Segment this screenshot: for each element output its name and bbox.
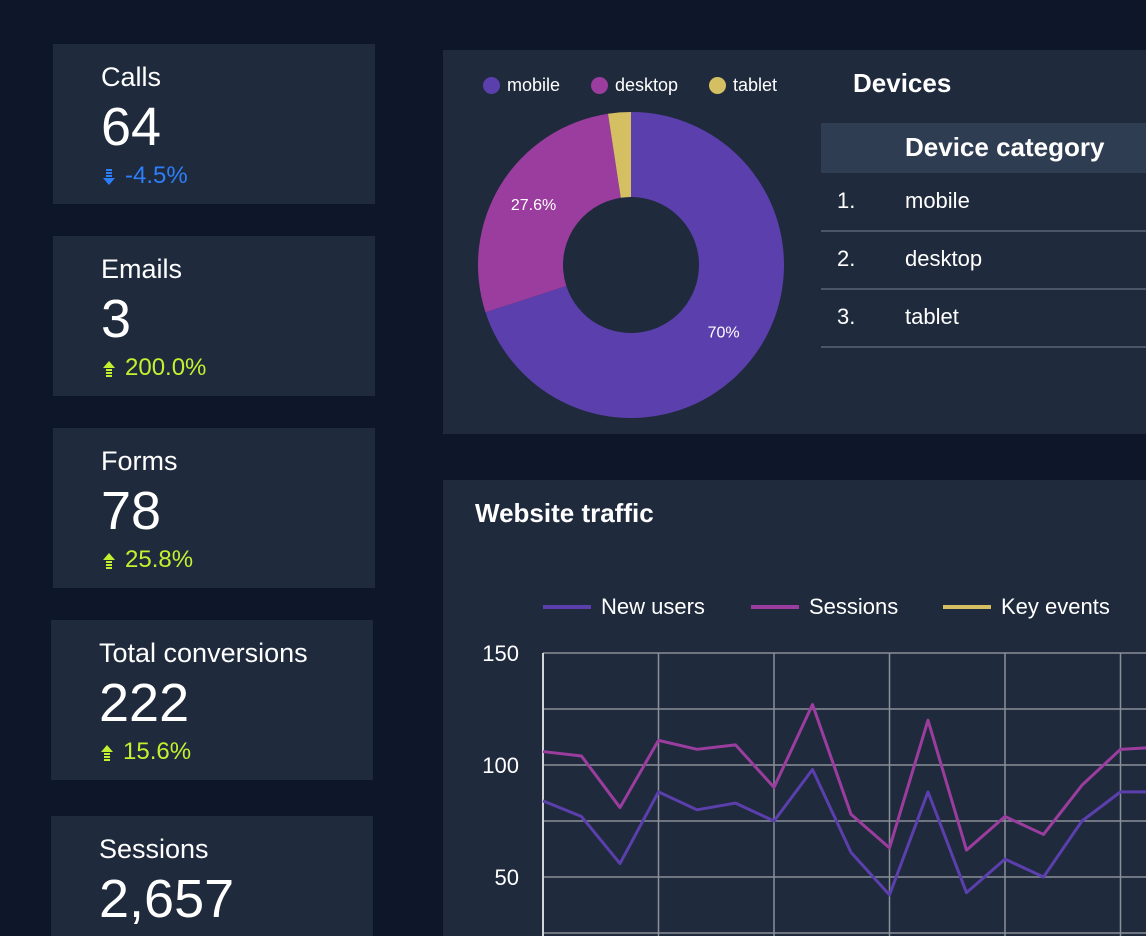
arrow-up-icon: [103, 360, 117, 377]
kpi-value: 3: [101, 289, 132, 349]
kpi-card-total-conversions: Total conversions 222 15.6%: [51, 620, 373, 780]
legend-dot: [709, 77, 726, 94]
series-line-new-users[interactable]: [542, 767, 1146, 897]
pie-legend-desktop[interactable]: desktop: [591, 75, 678, 96]
kpi-card-calls: Calls 64 -4.5%: [53, 44, 375, 204]
row-number: 1.: [837, 188, 856, 213]
pie-slice-tablet[interactable]: [608, 112, 631, 198]
row-number: 2.: [837, 246, 856, 271]
kpi-label: Sessions: [99, 834, 209, 864]
pie-legend-tablet[interactable]: tablet: [709, 75, 777, 96]
legend-swatch: [543, 605, 591, 609]
legend-dot: [483, 77, 500, 94]
y-tick-label: 150: [482, 641, 519, 666]
arrow-up-icon: [101, 744, 115, 761]
kpi-delta: 25.8%: [103, 546, 193, 574]
line-legend-key-events[interactable]: Key events: [943, 594, 1110, 620]
table-row: 3. tablet: [821, 289, 1146, 348]
row-number: 3.: [837, 304, 856, 329]
pie-slice-label: 27.6%: [511, 197, 556, 214]
website-traffic-panel: Website traffic New users Sessions Key e…: [443, 480, 1146, 936]
kpi-label: Emails: [101, 254, 183, 284]
legend-dot: [591, 77, 608, 94]
kpi-delta: 15.6%: [101, 738, 191, 766]
column-header-device-category[interactable]: Device category: [905, 132, 1105, 162]
line-legend-sessions[interactable]: Sessions: [751, 594, 898, 620]
kpi-delta-value: 200.0%: [125, 354, 207, 381]
kpi-delta-value: 15.6%: [123, 738, 192, 765]
kpi-value: 64: [101, 97, 162, 157]
kpi-label: Total conversions: [99, 638, 308, 668]
pie-legend-mobile[interactable]: mobile: [483, 75, 560, 96]
kpi-card-emails: Emails 3 200.0%: [53, 236, 375, 396]
kpi-delta-value: 25.8%: [125, 546, 194, 573]
table-row: 2. desktop: [821, 231, 1146, 290]
arrow-down-icon: [103, 168, 117, 185]
kpi-value: 2,657: [99, 869, 235, 929]
line-legend-new-users[interactable]: New users: [543, 594, 705, 620]
y-tick-label: 50: [495, 865, 519, 890]
devices-title: Devices: [853, 68, 952, 98]
kpi-delta-value: -4.5%: [125, 162, 188, 189]
arrow-up-icon: [103, 552, 117, 569]
website-traffic-line-chart: 50 100 150: [482, 641, 1146, 936]
device-donut-chart: 70% 27.6%: [478, 112, 784, 418]
legend-swatch: [943, 605, 991, 609]
kpi-label: Forms: [101, 446, 178, 476]
kpi-card-sessions: Sessions 2,657: [51, 816, 373, 936]
traffic-title: Website traffic: [475, 498, 654, 528]
pie-slice-desktop[interactable]: [478, 113, 621, 313]
pie-slice-mobile[interactable]: [485, 112, 784, 418]
kpi-value: 78: [101, 481, 162, 541]
row-category: desktop: [905, 246, 983, 271]
kpi-value: 222: [99, 673, 190, 733]
row-category: tablet: [905, 304, 959, 329]
table-header[interactable]: Device category: [821, 123, 1146, 173]
devices-panel: mobile desktop tablet 70% 27.6% Devices D…: [443, 50, 1146, 434]
table-row: 1. mobile: [821, 173, 1146, 232]
pie-slice-label: 70%: [708, 324, 740, 341]
row-category: mobile: [905, 188, 970, 213]
kpi-card-forms: Forms 78 25.8%: [53, 428, 375, 588]
y-tick-label: 100: [482, 753, 519, 778]
kpi-delta: -4.5%: [103, 162, 188, 190]
kpi-delta: 200.0%: [103, 354, 206, 382]
legend-swatch: [751, 605, 799, 609]
kpi-label: Calls: [101, 62, 162, 92]
series-line-sessions[interactable]: [542, 703, 1146, 852]
